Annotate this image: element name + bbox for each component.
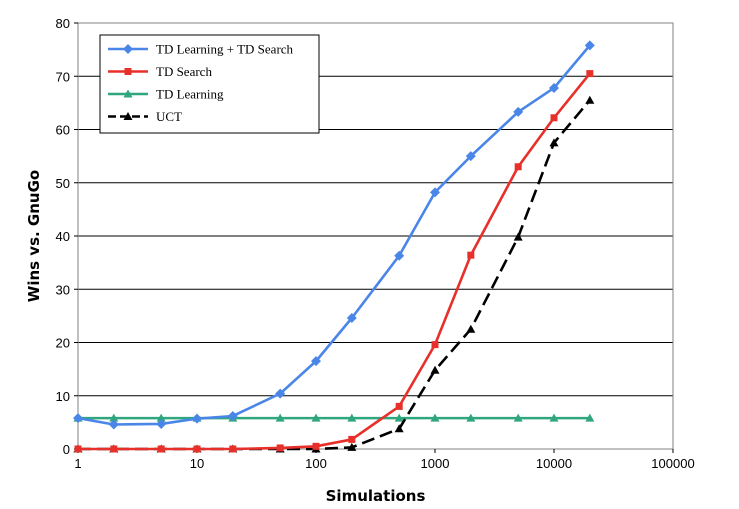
series-0 [73,40,595,430]
data-point [549,138,559,147]
data-point [275,413,285,422]
data-point [585,413,595,422]
x-tick-label: 100 [305,456,327,471]
data-point [584,40,595,51]
legend-label: TD Learning [156,87,224,102]
data-point [109,413,119,422]
data-point [549,413,559,422]
data-point [192,413,202,424]
legend-marker [123,89,133,98]
data-point [465,151,476,162]
data-point [395,402,403,410]
data-point [74,445,82,453]
legend-item: UCT [108,109,182,124]
y-tick-label: 50 [56,176,70,191]
x-axis: 1 10 100 1000 10000 100000 [74,449,695,471]
y-tick-label: 40 [56,229,70,244]
data-point [227,410,238,421]
y-tick-label: 30 [56,282,70,297]
x-axis-title: Simulations [326,487,426,505]
data-point [394,250,405,261]
data-point [549,82,559,93]
data-point [430,187,440,198]
data-point [229,445,237,453]
x-tick-label: 1 [74,456,81,471]
series-layer [73,40,595,453]
series-line [77,44,591,426]
y-axis: 0 10 20 30 40 50 60 70 80 [56,16,78,457]
data-point [430,365,440,374]
legend-label: TD Learning + TD Search [156,42,294,57]
x-tick-label: 1000 [421,456,450,471]
legend-marker [123,112,133,120]
data-point [430,413,440,422]
legend: TD Learning + TD Search TD Search TD Learn… [99,34,320,134]
data-point [311,413,321,422]
data-point [347,413,357,422]
series-1 [74,70,594,453]
legend-item: TD Learning [108,87,224,102]
y-axis-title: Wins vs. GnuGo [25,170,43,302]
data-point [346,313,357,324]
y-tick-label: 70 [56,69,70,84]
data-point [513,106,524,117]
legend-marker [123,44,133,54]
data-point [431,341,439,349]
x-tick-label: 10 [190,456,204,471]
data-point [348,435,356,443]
data-point [347,442,357,451]
legend-marker [124,68,132,75]
legend-item: TD Search [108,64,212,79]
data-point [276,444,284,452]
data-point [466,324,476,333]
y-tick-label: 60 [56,123,70,138]
data-point [394,413,404,422]
data-point [73,413,83,424]
data-point [585,95,595,104]
series-line [78,72,591,451]
data-point [467,251,475,259]
data-point [275,388,286,399]
data-point [108,419,119,430]
data-point [311,356,321,367]
data-point [513,232,523,241]
data-point [586,70,594,78]
legend-item: TD Learning + TD Search [108,42,294,57]
data-point [193,445,201,453]
x-tick-label: 10000 [536,456,572,471]
series-3 [73,95,595,453]
data-point [550,114,558,122]
y-tick-label: 80 [56,16,70,31]
data-point [156,418,167,429]
data-point [394,424,404,433]
y-tick-label: 0 [63,442,70,457]
y-tick-label: 10 [56,389,70,404]
data-point [157,445,165,453]
x-tick-label: 100000 [651,456,694,471]
legend-label: TD Search [156,64,212,79]
data-point [312,442,320,450]
series-2 [73,413,595,422]
data-point [156,413,166,422]
y-tick-label: 20 [56,336,70,351]
data-point [513,413,523,422]
data-point [110,445,118,453]
data-point [466,413,476,422]
series-line [78,99,591,451]
legend-label: UCT [156,109,182,124]
data-point [514,163,522,171]
